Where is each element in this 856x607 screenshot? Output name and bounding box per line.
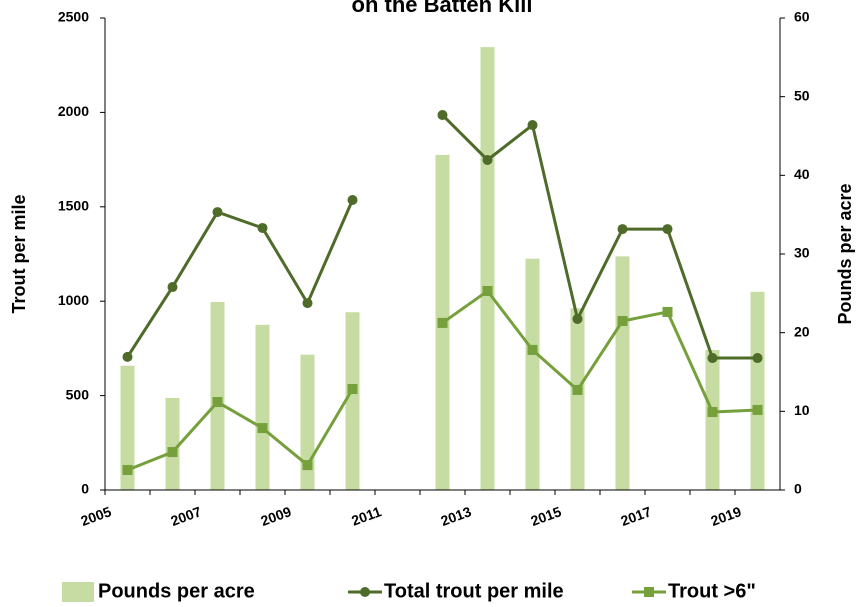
y-axis-title: Trout per mile — [9, 194, 29, 313]
y2-axis-title: Pounds per acre — [835, 183, 855, 324]
marker — [527, 344, 538, 355]
marker — [617, 316, 628, 327]
x-tick-label: 2015 — [529, 503, 564, 529]
y-tick-label: 1000 — [58, 292, 89, 308]
marker — [212, 207, 223, 218]
y2-tick-label: 30 — [794, 245, 810, 261]
y-tick-label: 500 — [66, 386, 90, 402]
legend-label: Total trout per mile — [384, 580, 564, 602]
marker — [347, 383, 358, 394]
marker — [482, 154, 493, 165]
bar — [210, 301, 225, 490]
bar — [300, 354, 315, 490]
y-tick-label: 2500 — [58, 9, 89, 25]
bar — [705, 349, 720, 490]
x-tick-label: 2011 — [349, 503, 383, 528]
marker — [437, 110, 448, 121]
marker — [122, 351, 133, 362]
x-tick-label: 2005 — [79, 503, 114, 529]
y-tick-label: 2000 — [58, 103, 89, 119]
legend-label: Trout >6" — [668, 580, 756, 602]
marker — [572, 313, 583, 324]
marker — [707, 407, 718, 418]
line — [441, 113, 758, 360]
legend-label: Pounds per acre — [98, 580, 255, 602]
x-tick-label: 2009 — [259, 503, 294, 529]
marker — [212, 397, 223, 408]
marker — [482, 286, 493, 297]
y-tick-label: 0 — [81, 481, 89, 497]
line — [126, 388, 354, 472]
y2-tick-label: 10 — [794, 402, 810, 418]
marker — [302, 298, 313, 309]
marker — [662, 306, 673, 317]
marker — [257, 423, 268, 434]
y-tick-label: 1500 — [58, 198, 89, 214]
bar — [255, 324, 270, 490]
bar — [120, 365, 135, 490]
marker — [302, 460, 313, 471]
marker — [122, 464, 133, 475]
marker — [437, 317, 448, 328]
y2-tick-label: 60 — [794, 9, 810, 25]
bar — [615, 256, 630, 490]
y2-tick-label: 20 — [794, 323, 810, 339]
bar — [480, 47, 495, 491]
marker — [707, 353, 718, 364]
legend-marker — [360, 587, 370, 597]
legend-swatch — [62, 582, 94, 602]
bar — [165, 397, 180, 490]
y2-tick-label: 0 — [794, 481, 802, 497]
x-tick-label: 2017 — [619, 503, 654, 529]
marker — [617, 224, 628, 235]
marker — [752, 353, 763, 364]
x-tick-label: 2007 — [169, 503, 204, 529]
chart-title: on the Batten Kill — [352, 0, 533, 17]
bar — [525, 258, 540, 490]
bar — [750, 291, 765, 490]
y2-tick-label: 40 — [794, 166, 810, 182]
marker — [752, 404, 763, 415]
marker — [167, 282, 178, 293]
x-tick-label: 2019 — [709, 503, 744, 529]
marker — [167, 447, 178, 458]
marker — [662, 224, 673, 235]
line — [441, 288, 758, 414]
line — [126, 199, 354, 358]
bar — [570, 308, 585, 490]
marker — [347, 195, 358, 206]
bar — [345, 312, 360, 490]
x-tick-label: 2013 — [439, 503, 474, 529]
y2-tick-label: 50 — [794, 87, 810, 103]
marker — [572, 384, 583, 395]
legend-marker — [644, 587, 654, 597]
marker — [257, 222, 268, 233]
marker — [527, 120, 538, 131]
